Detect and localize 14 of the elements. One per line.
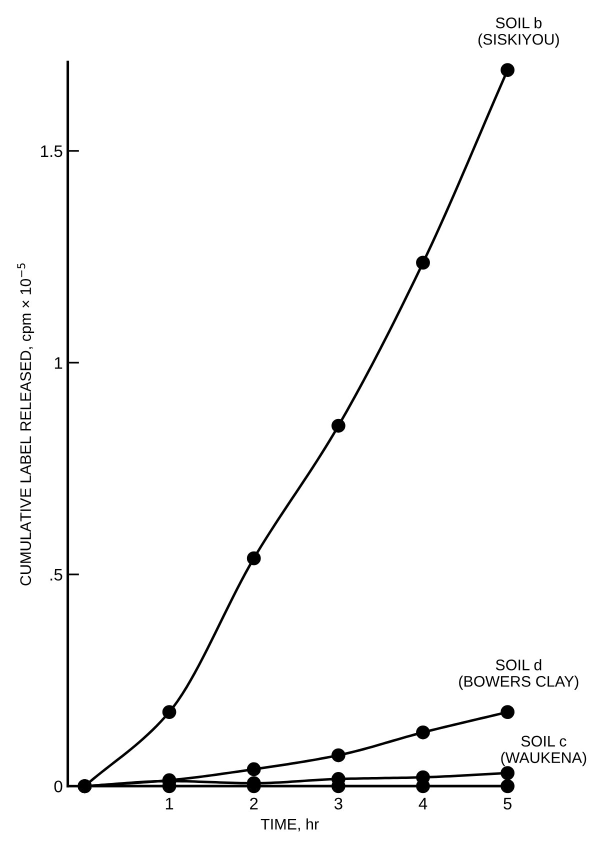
series-label: SOIL c (WAUKENA): [501, 736, 586, 766]
x-axis-title: TIME, hr: [260, 818, 319, 832]
y-tick-label: .5: [50, 568, 62, 581]
series-label: SOIL b (SISKIYOU): [478, 17, 559, 48]
y-tick-label: 0: [54, 780, 62, 792]
x-tick-label: 2: [250, 798, 258, 810]
x-tick-label: 5: [504, 798, 512, 810]
y-axis-title: CUMULATIVE LABEL RELEASED, cpm × 10$^{−5}$: [17, 263, 34, 586]
x-tick-label: 3: [334, 798, 342, 810]
x-tick-label: 1: [166, 798, 174, 810]
y-tick-label: 1: [54, 357, 62, 369]
x-tick-label: 4: [418, 798, 428, 810]
y-tick-label: 1.5: [41, 145, 62, 158]
text: SOIL d (BOWERS CLAY): [459, 659, 578, 690]
